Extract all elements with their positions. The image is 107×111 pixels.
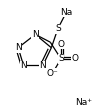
Text: N: N xyxy=(32,30,39,39)
Text: S: S xyxy=(58,54,64,63)
Text: O: O xyxy=(71,54,78,63)
Text: N: N xyxy=(15,43,22,52)
Text: Na⁺: Na⁺ xyxy=(75,98,92,107)
Text: O: O xyxy=(57,40,65,49)
Text: S: S xyxy=(55,24,61,33)
Text: N: N xyxy=(39,61,46,70)
Text: Na: Na xyxy=(60,8,72,17)
Text: N: N xyxy=(20,61,27,70)
Text: O⁻: O⁻ xyxy=(47,69,58,78)
